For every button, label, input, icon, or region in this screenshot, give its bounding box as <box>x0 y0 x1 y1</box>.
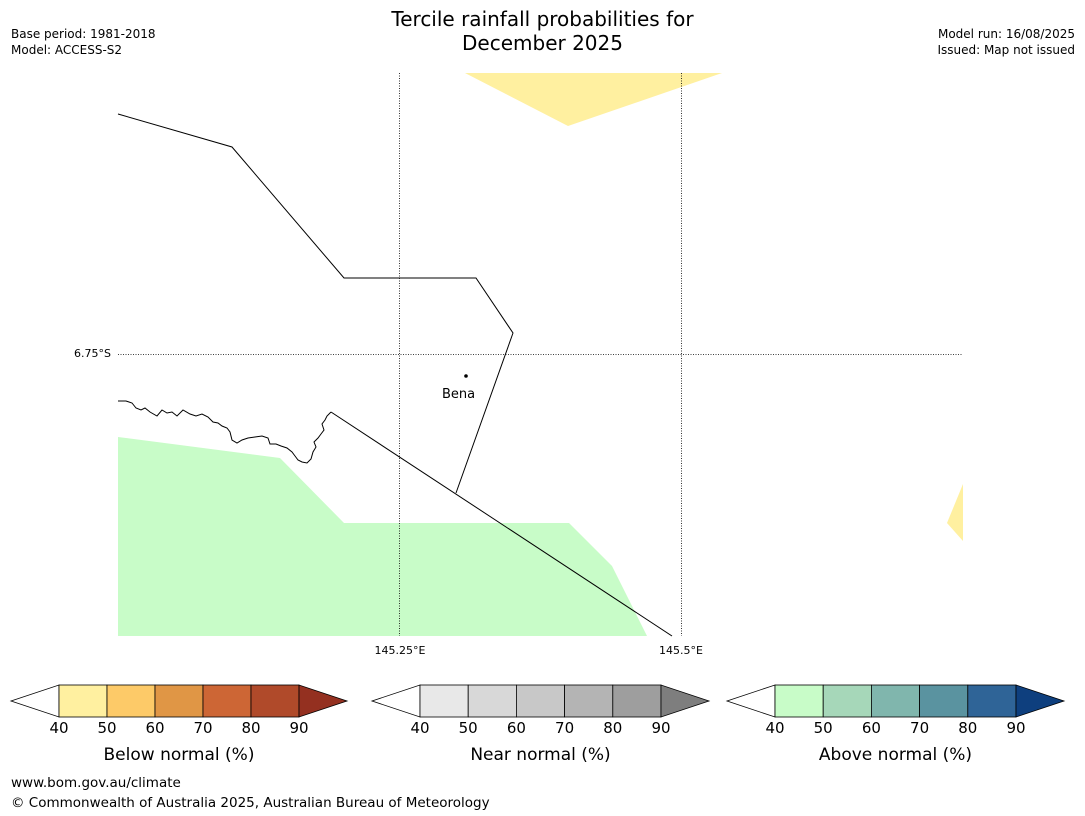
colorbar-segment <box>612 684 662 718</box>
above-normal-area <box>118 437 647 636</box>
colorbar-tick-label: 70 <box>555 719 575 737</box>
colorbar-tick-label: 80 <box>603 719 623 737</box>
colorbar-tick-label: 90 <box>1006 719 1026 737</box>
river-coastline <box>118 400 332 464</box>
below-normal-area-east <box>947 484 963 541</box>
colorbar-below-normal <box>9 684 349 718</box>
town-marker-bena <box>464 374 468 378</box>
colorbar-tick-label: 90 <box>651 719 671 737</box>
model-name: Model: ACCESS-S2 <box>11 43 123 57</box>
colorbar-label-below: Below normal (%) <box>103 745 255 765</box>
base-period: Base period: 1981-2018 <box>11 27 156 41</box>
map-title: Tercile rainfall probabilities for Decem… <box>0 7 1085 55</box>
colorbar-segment <box>516 684 566 718</box>
issued-status: Issued: Map not issued <box>937 43 1075 57</box>
below-normal-area <box>465 73 722 126</box>
colorbar-segment <box>564 684 614 718</box>
colorbar-segment <box>106 684 156 718</box>
colorbar-segment <box>202 684 252 718</box>
latitude-label: 6.75°S <box>74 347 111 360</box>
colorbar-tick-label: 90 <box>289 719 309 737</box>
colorbar-segment <box>58 684 108 718</box>
colorbar-tick-label: 70 <box>910 719 930 737</box>
longitude-label-2: 145.5°E <box>659 644 703 657</box>
colorbar-tick-label: 60 <box>506 719 526 737</box>
header-right: Model run: 16/08/2025 Issued: Map not is… <box>937 26 1075 58</box>
colorbar-tick-label: 50 <box>813 719 833 737</box>
colorbar-extend-low <box>370 684 421 718</box>
header-left: Base period: 1981-2018 Model: ACCESS-S2 <box>11 26 156 58</box>
title-line-1: Tercile rainfall probabilities for <box>391 7 694 31</box>
province-boundary-south <box>330 411 673 637</box>
colorbar-extend-high <box>660 684 711 718</box>
colorbar-tick-label: 50 <box>97 719 117 737</box>
footer-copyright: © Commonwealth of Australia 2025, Austra… <box>11 795 490 811</box>
colorbar-tick-label: 40 <box>410 719 430 737</box>
colorbar-label-near: Near normal (%) <box>470 745 611 765</box>
map-panel <box>117 73 963 637</box>
longitude-label-1: 145.25°E <box>374 644 426 657</box>
colorbar-segment <box>967 684 1017 718</box>
colorbar-extend-high <box>298 684 349 718</box>
colorbar-above-normal <box>725 684 1066 718</box>
colorbar-segment <box>871 684 921 718</box>
colorbar-tick-label: 70 <box>193 719 213 737</box>
colorbar-near-normal <box>370 684 711 718</box>
colorbar-extend-high <box>1015 684 1066 718</box>
colorbar-extend-low <box>725 684 776 718</box>
colorbar-segment <box>250 684 300 718</box>
colorbar-tick-label: 50 <box>458 719 478 737</box>
colorbar-strip <box>9 684 1066 718</box>
colorbar-segment <box>467 684 517 718</box>
colorbar-segment <box>154 684 204 718</box>
colorbar-segment <box>774 684 824 718</box>
title-line-2: December 2025 <box>462 31 623 55</box>
colorbar-tick-label: 60 <box>861 719 881 737</box>
colorbar-label-above: Above normal (%) <box>818 745 973 765</box>
colorbar-segment <box>419 684 469 718</box>
footer-url: www.bom.gov.au/climate <box>11 775 181 791</box>
colorbar-tick-label: 80 <box>958 719 978 737</box>
province-boundary <box>117 113 514 494</box>
colorbar-tick-label: 40 <box>49 719 69 737</box>
colorbar-segment <box>822 684 872 718</box>
colorbar-segment <box>919 684 969 718</box>
town-label-bena: Bena <box>442 387 476 402</box>
colorbar-extend-low <box>9 684 60 718</box>
colorbar-tick-label: 40 <box>765 719 785 737</box>
colorbar-tick-label: 80 <box>241 719 261 737</box>
model-run: Model run: 16/08/2025 <box>937 27 1075 41</box>
colorbar-tick-label: 60 <box>145 719 165 737</box>
